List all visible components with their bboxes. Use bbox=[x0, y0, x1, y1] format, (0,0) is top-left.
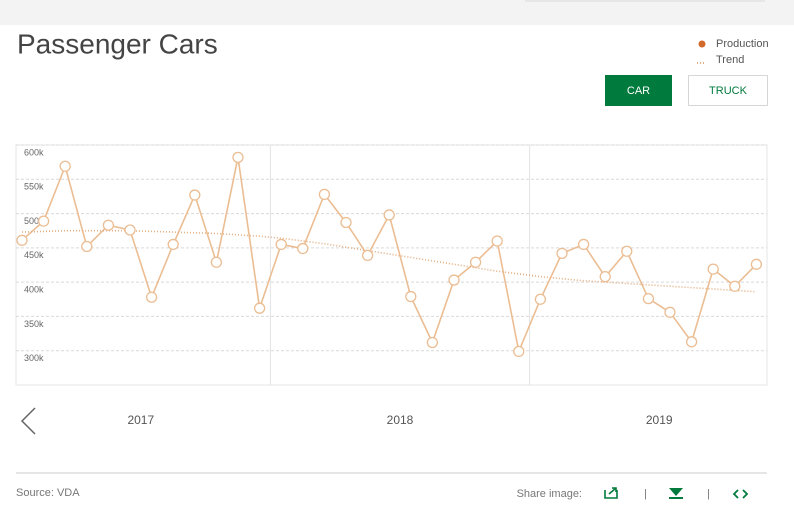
data-point bbox=[81, 240, 93, 253]
source: Source: VDA bbox=[16, 487, 80, 499]
data-point bbox=[707, 263, 719, 275]
data-point bbox=[642, 292, 655, 305]
top-bar bbox=[0, 0, 794, 25]
legend-label: Production bbox=[716, 38, 769, 50]
data-point bbox=[750, 258, 763, 270]
data-point bbox=[275, 238, 287, 251]
data-point bbox=[577, 238, 590, 251]
data-point bbox=[210, 256, 223, 268]
data-point bbox=[189, 189, 201, 201]
data-point bbox=[124, 224, 136, 236]
share-icon[interactable] bbox=[604, 487, 618, 499]
truck-button-label[interactable]: TRUCK bbox=[709, 85, 748, 97]
prev-arrow[interactable] bbox=[20, 407, 36, 435]
legend-label: Trend bbox=[716, 54, 744, 66]
y-tick-label: 450k bbox=[24, 250, 44, 260]
share-label: Share image: bbox=[517, 488, 582, 500]
data-point bbox=[340, 216, 352, 229]
car-button[interactable] bbox=[605, 75, 672, 106]
data-point bbox=[729, 280, 741, 292]
truck-button[interactable] bbox=[688, 75, 768, 106]
data-point bbox=[491, 235, 503, 247]
data-point bbox=[297, 242, 309, 255]
x-group-label: 2017 bbox=[127, 413, 154, 427]
data-point bbox=[37, 215, 50, 227]
data-point bbox=[102, 219, 115, 231]
data-point bbox=[253, 302, 266, 314]
car-button-label[interactable]: CAR bbox=[627, 85, 650, 97]
data-point bbox=[599, 271, 611, 283]
embed-icon[interactable] bbox=[732, 489, 749, 499]
data-point bbox=[383, 209, 395, 221]
data-point bbox=[405, 290, 417, 303]
data-point bbox=[167, 238, 179, 251]
data-point bbox=[534, 293, 547, 305]
separator: | bbox=[644, 488, 647, 500]
y-tick-label: 300k bbox=[24, 353, 44, 363]
y-tick-label: 350k bbox=[24, 319, 44, 329]
separator: | bbox=[707, 488, 710, 500]
data-point bbox=[426, 336, 439, 349]
data-point bbox=[448, 274, 460, 286]
data-point bbox=[469, 256, 482, 268]
data-point bbox=[232, 151, 244, 163]
data-point bbox=[145, 291, 158, 303]
page-title: Passenger Cars bbox=[17, 28, 218, 59]
data-point bbox=[16, 234, 28, 246]
data-point bbox=[513, 345, 525, 358]
data-point bbox=[664, 306, 676, 318]
data-point bbox=[59, 160, 71, 172]
x-group-label: 2018 bbox=[387, 413, 414, 427]
trend-line bbox=[21, 229, 757, 293]
top-field bbox=[525, 0, 765, 2]
y-tick-label: 500k bbox=[24, 216, 44, 226]
data-point bbox=[318, 188, 331, 201]
plot-frame bbox=[15, 144, 768, 386]
data-point bbox=[556, 247, 568, 259]
y-tick-label: 600k bbox=[24, 147, 44, 157]
x-group-label: 2019 bbox=[646, 413, 673, 427]
download-icon[interactable] bbox=[669, 488, 683, 499]
data-point bbox=[621, 245, 633, 257]
y-tick-label: 550k bbox=[24, 182, 44, 192]
legend-swatch bbox=[698, 40, 706, 48]
series-line bbox=[21, 157, 757, 355]
y-tick-label: 400k bbox=[24, 285, 44, 295]
data-point bbox=[361, 249, 374, 262]
data-point bbox=[685, 336, 698, 348]
